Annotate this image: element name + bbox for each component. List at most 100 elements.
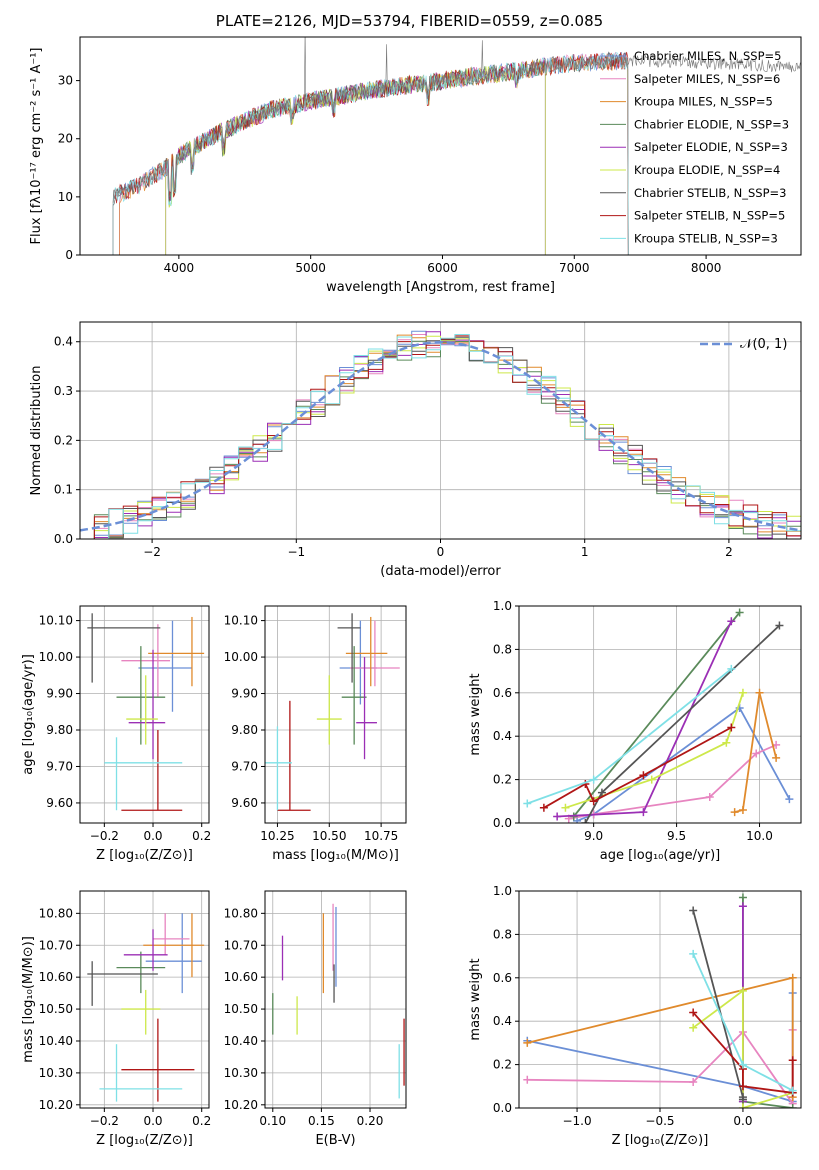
axes-frame <box>518 890 802 1109</box>
weight-marker <box>689 1077 698 1086</box>
weight-marker <box>705 792 714 801</box>
weight-marker <box>727 617 736 626</box>
weight-marker <box>788 1056 797 1065</box>
weight-marker <box>553 812 562 821</box>
y-tick-label: 20 <box>58 132 73 146</box>
weight-series-line <box>557 620 733 818</box>
legend-label: 𝒩(0, 1) <box>740 337 787 352</box>
figure-title: PLATE=2126, MJD=53794, FIBERID=0559, z=0… <box>215 12 604 30</box>
y-tick-label: 10.80 <box>224 906 258 920</box>
x-tick-label: 0.0 <box>143 829 162 843</box>
y-tick-label: 0.0 <box>493 1101 512 1115</box>
weight-marker <box>755 688 764 697</box>
weight-marker <box>523 799 532 808</box>
weight-marker <box>772 753 781 762</box>
y-tick-label: 0.1 <box>54 483 73 497</box>
y-tick-label: 9.60 <box>46 796 73 810</box>
y-axis-label: Flux [fλ10⁻¹⁷ erg cm⁻² s⁻¹ A⁻¹] <box>29 48 44 245</box>
weight-marker <box>788 1086 797 1095</box>
weight-series-line <box>742 897 793 1108</box>
x-tick-label: 2 <box>725 545 733 559</box>
weight-marker <box>561 803 570 812</box>
weight-marker <box>738 1082 747 1091</box>
y-tick-label: 1.0 <box>493 599 512 613</box>
normal-curve <box>80 340 801 532</box>
y-tick-label: 10.00 <box>224 650 258 664</box>
weight-marker <box>639 771 648 780</box>
x-tick-label: 0 <box>437 545 445 559</box>
y-tick-label: 0 <box>65 248 73 262</box>
weight-marker <box>788 1104 797 1108</box>
x-tick-label: 0.2 <box>192 1114 211 1128</box>
x-tick-label: −0.2 <box>90 829 119 843</box>
y-tick-label: 9.80 <box>46 723 73 737</box>
y-tick-label: 10.70 <box>39 938 73 952</box>
x-tick-label: 0.15 <box>308 1114 335 1128</box>
y-tick-label: 10.50 <box>224 1002 258 1016</box>
y-axis-label: mass [log₁₀(M/M⊙)] <box>21 936 36 1063</box>
weight-marker <box>689 906 698 915</box>
x-tick-label: 1 <box>581 545 589 559</box>
weight-marker <box>581 819 590 823</box>
y-axis-label: age [log₁₀(age/yr)] <box>21 654 36 775</box>
axes-frame <box>264 890 407 1109</box>
axes-frame <box>79 321 802 540</box>
panel-residuals: −2 −1 0 1 2 0.0 0.1 0.2 0.3 0.4 (data-model)/error… <box>29 321 802 579</box>
x-axis-label: Z [log₁₀(Z/Z⊙)] <box>612 1133 709 1148</box>
weight-marker <box>639 808 648 817</box>
x-tick-label: 10.75 <box>364 829 398 843</box>
weight-marker <box>738 688 747 697</box>
y-tick-label: 10.80 <box>39 906 73 920</box>
y-tick-label: 10.70 <box>224 938 258 952</box>
x-tick-label: −2 <box>143 545 161 559</box>
plot-area <box>87 913 205 1102</box>
plot-area <box>112 37 801 255</box>
plot-area <box>80 330 801 539</box>
panel-mass-vs-Z: −0.2 0.0 0.2 10.20 10.30 10.40 10.50 10.60 10.70… <box>21 890 211 1148</box>
weight-series-line <box>543 726 732 809</box>
panel-weight-vs-age: 9.0 9.5 10.0 0.0 0.2 0.4 0.6 0.8 1.0 age [log₁₀(a… <box>468 599 802 863</box>
weight-marker <box>730 808 739 817</box>
weight-marker <box>735 608 744 617</box>
weight-marker <box>727 723 736 732</box>
y-tick-label: 9.60 <box>231 796 258 810</box>
x-tick-label: −0.5 <box>645 1114 674 1128</box>
data-spectrum-line <box>112 37 801 203</box>
weight-marker <box>597 788 606 797</box>
y-tick-label: 0.3 <box>54 384 73 398</box>
weight-series-line <box>584 624 781 823</box>
x-tick-label: −1 <box>287 545 305 559</box>
model-spectrum-line <box>119 53 629 255</box>
weight-marker <box>523 1075 532 1084</box>
y-tick-label: 10.00 <box>39 650 73 664</box>
weight-marker <box>589 775 598 784</box>
panel-age-vs-mass: 10.25 10.50 10.75 9.60 9.70 9.80 9.90 10.00 10.1… <box>224 605 407 863</box>
y-tick-label: 0.0 <box>493 816 512 830</box>
y-tick-label: 0.2 <box>493 773 512 787</box>
y-tick-label: 10.30 <box>224 1066 258 1080</box>
legend-label: Kroupa STELIB, N_SSP=3 <box>634 231 778 245</box>
model-spectrum-line <box>112 52 629 255</box>
plot-area <box>523 608 794 823</box>
axes-frame <box>79 890 210 1109</box>
y-axis-label: mass weight <box>468 673 483 755</box>
weight-series-line <box>692 910 744 1100</box>
y-tick-label: 0.4 <box>493 1014 512 1028</box>
y-tick-label: 10.10 <box>39 614 73 628</box>
y-tick-label: 0.6 <box>493 686 512 700</box>
y-tick-label: 10.30 <box>39 1066 73 1080</box>
weight-marker <box>722 738 731 747</box>
x-axis-label: E(B-V) <box>315 1133 355 1148</box>
y-tick-label: 10.40 <box>224 1034 258 1048</box>
weight-marker <box>573 816 582 823</box>
y-tick-label: 0.6 <box>493 971 512 985</box>
x-tick-label: −1.0 <box>562 1114 591 1128</box>
weight-marker <box>775 621 784 630</box>
weight-marker <box>752 749 761 758</box>
x-tick-label: 0.10 <box>259 1114 286 1128</box>
weight-marker <box>539 803 548 812</box>
x-tick-label: 0.2 <box>192 829 211 843</box>
weight-marker <box>788 973 797 982</box>
y-tick-label: 0.8 <box>493 927 512 941</box>
